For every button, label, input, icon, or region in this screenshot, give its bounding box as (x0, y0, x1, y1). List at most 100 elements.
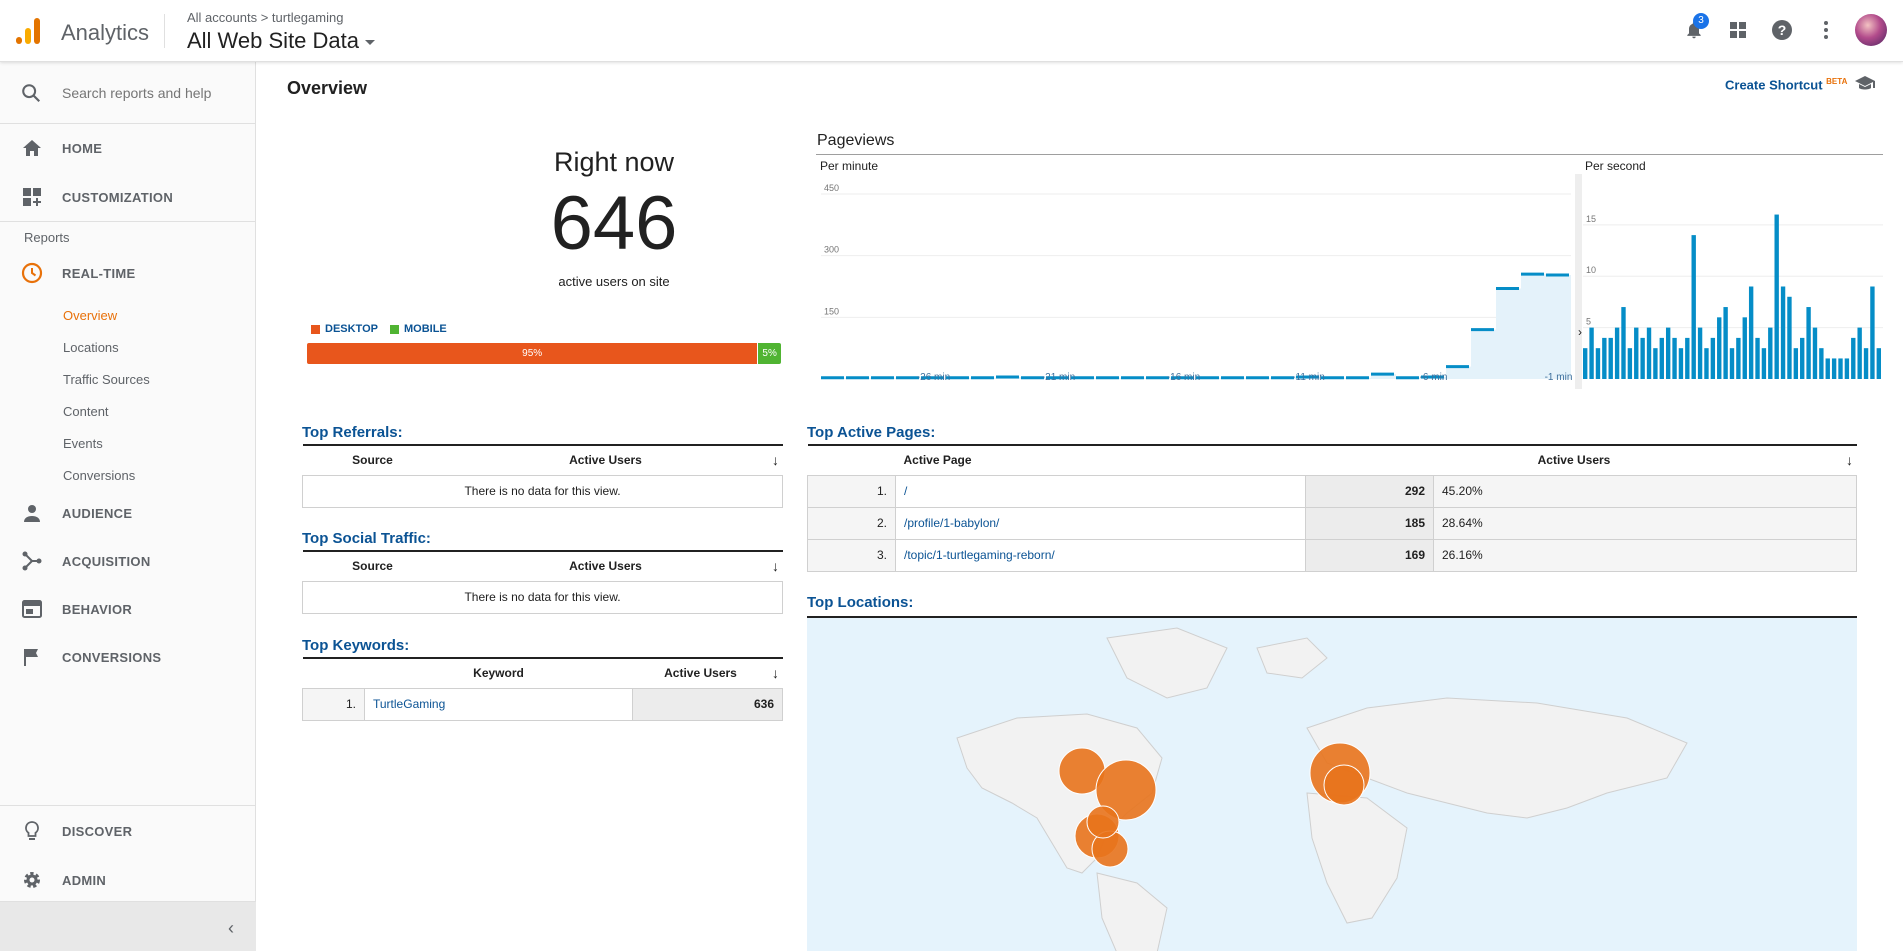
sidebar-item-content[interactable]: Content (63, 404, 109, 419)
second-bar[interactable] (1646, 327, 1652, 379)
nav-admin[interactable]: ADMIN (0, 856, 256, 904)
help-button[interactable]: ? (1767, 15, 1797, 45)
col-source[interactable]: Source (302, 550, 443, 582)
second-bar[interactable] (1844, 358, 1850, 379)
second-bar[interactable] (1672, 337, 1677, 379)
second-bar[interactable] (1736, 337, 1741, 379)
sort-arrow-icon[interactable]: ↓ (1842, 444, 1857, 476)
second-bar[interactable] (1831, 358, 1837, 379)
notifications-button[interactable]: 3 (1679, 13, 1709, 45)
location-bubble[interactable] (1323, 764, 1365, 806)
col-source[interactable]: Source (302, 444, 443, 476)
second-bar[interactable] (1640, 337, 1645, 379)
second-bar[interactable] (1800, 337, 1805, 379)
sidebar-item-conversions[interactable]: Conversions (63, 468, 136, 483)
second-bar[interactable] (1653, 348, 1658, 379)
second-bar[interactable] (1723, 307, 1728, 379)
sort-arrow-icon[interactable]: ↓ (768, 657, 783, 689)
nav-behavior[interactable]: BEHAVIOR (0, 585, 256, 633)
second-bar[interactable] (1691, 235, 1696, 379)
apps-button[interactable] (1723, 15, 1753, 45)
nav-customization[interactable]: CUSTOMIZATION (0, 173, 256, 221)
second-bar[interactable] (1748, 286, 1754, 380)
analytics-logo-icon[interactable] (14, 16, 44, 46)
second-bar[interactable] (1621, 307, 1626, 379)
second-bar[interactable] (1876, 348, 1881, 379)
nav-conversions[interactable]: CONVERSIONS (0, 633, 256, 681)
col-active-users[interactable]: Active Users (442, 550, 769, 582)
second-bar[interactable] (1614, 327, 1620, 379)
location-bubble[interactable] (1086, 805, 1120, 839)
nav-home[interactable]: HOME (0, 124, 256, 172)
second-bar[interactable] (1838, 358, 1843, 379)
chevron-right-icon[interactable]: › (1578, 325, 1582, 339)
avatar[interactable] (1855, 14, 1887, 46)
second-bar[interactable] (1627, 348, 1633, 379)
second-bar[interactable] (1780, 286, 1786, 380)
second-bar[interactable] (1870, 286, 1875, 380)
sort-arrow-icon[interactable]: ↓ (768, 444, 783, 476)
col-active-page[interactable]: Active Page (895, 444, 1306, 476)
second-bar[interactable] (1595, 348, 1601, 379)
page-link[interactable]: /profile/1-babylon/ (895, 506, 1306, 540)
second-bar[interactable] (1742, 317, 1747, 379)
second-bar[interactable] (1787, 296, 1792, 379)
page-link[interactable]: /topic/1-turtlegaming-reborn/ (895, 538, 1306, 572)
second-bar[interactable] (1812, 327, 1818, 379)
more-options-button[interactable] (1811, 15, 1841, 45)
pageviews-area (821, 274, 1571, 379)
col-active-users[interactable]: Active Users (442, 444, 769, 476)
second-bar[interactable] (1697, 327, 1703, 379)
second-bar[interactable] (1589, 327, 1594, 379)
sort-arrow-icon[interactable]: ↓ (768, 550, 783, 582)
second-bar[interactable] (1704, 348, 1709, 379)
sidebar-item-locations[interactable]: Locations (63, 340, 119, 355)
second-bar[interactable] (1768, 327, 1773, 379)
nav-discover[interactable]: DISCOVER (0, 807, 256, 855)
second-bar[interactable] (1761, 348, 1767, 379)
second-bar[interactable] (1665, 327, 1671, 379)
keyword-link[interactable]: TurtleGaming (364, 687, 633, 721)
mobile-bar[interactable]: 5% (757, 343, 781, 364)
col-keyword[interactable]: Keyword (364, 657, 633, 689)
nav-audience[interactable]: AUDIENCE (0, 489, 256, 537)
top-social-table: Source Active Users ↓ There is no data f… (302, 550, 783, 614)
top-locations-map[interactable] (807, 616, 1857, 951)
second-bar[interactable] (1634, 327, 1639, 379)
second-bar[interactable] (1819, 348, 1824, 379)
second-bar[interactable] (1685, 337, 1690, 379)
sidebar-item-overview[interactable]: Overview (63, 308, 118, 323)
second-bar[interactable] (1729, 348, 1735, 379)
second-bar[interactable] (1678, 348, 1684, 379)
second-bar[interactable] (1806, 307, 1811, 379)
second-bar[interactable] (1825, 358, 1830, 379)
col-active-users[interactable]: Active Users (632, 657, 769, 689)
graduation-cap-icon[interactable] (1854, 72, 1876, 94)
search-input[interactable] (62, 84, 252, 101)
desktop-bar[interactable]: 95% (307, 343, 758, 364)
nav-realtime-label: REAL-TIME (62, 265, 136, 281)
second-bar[interactable] (1659, 337, 1664, 379)
second-bar[interactable] (1793, 348, 1799, 379)
collapse-sidebar-button[interactable]: ‹ (0, 901, 256, 951)
second-bar[interactable] (1608, 337, 1613, 379)
breadcrumb[interactable]: All accounts > turtlegaming (187, 10, 344, 25)
view-selector[interactable]: All Web Site Data (187, 28, 376, 54)
second-bar[interactable] (1583, 348, 1588, 379)
page-link[interactable]: / (895, 474, 1306, 508)
create-shortcut-link[interactable]: Create Shortcut BETA (1725, 77, 1847, 92)
second-bar[interactable] (1602, 337, 1607, 379)
col-active-users[interactable]: Active Users (1305, 444, 1843, 476)
second-bar[interactable] (1755, 337, 1760, 379)
sidebar-item-events[interactable]: Events (63, 436, 103, 451)
second-bar[interactable] (1717, 317, 1722, 379)
location-bubble[interactable] (1095, 759, 1157, 821)
second-bar[interactable] (1774, 214, 1779, 379)
second-bar[interactable] (1851, 337, 1856, 379)
second-bar[interactable] (1857, 327, 1862, 379)
nav-acquisition[interactable]: ACQUISITION (0, 537, 256, 585)
second-bar[interactable] (1863, 348, 1869, 379)
nav-realtime[interactable]: REAL-TIME (0, 249, 256, 297)
second-bar[interactable] (1710, 337, 1716, 379)
sidebar-item-traffic-sources[interactable]: Traffic Sources (63, 372, 150, 387)
